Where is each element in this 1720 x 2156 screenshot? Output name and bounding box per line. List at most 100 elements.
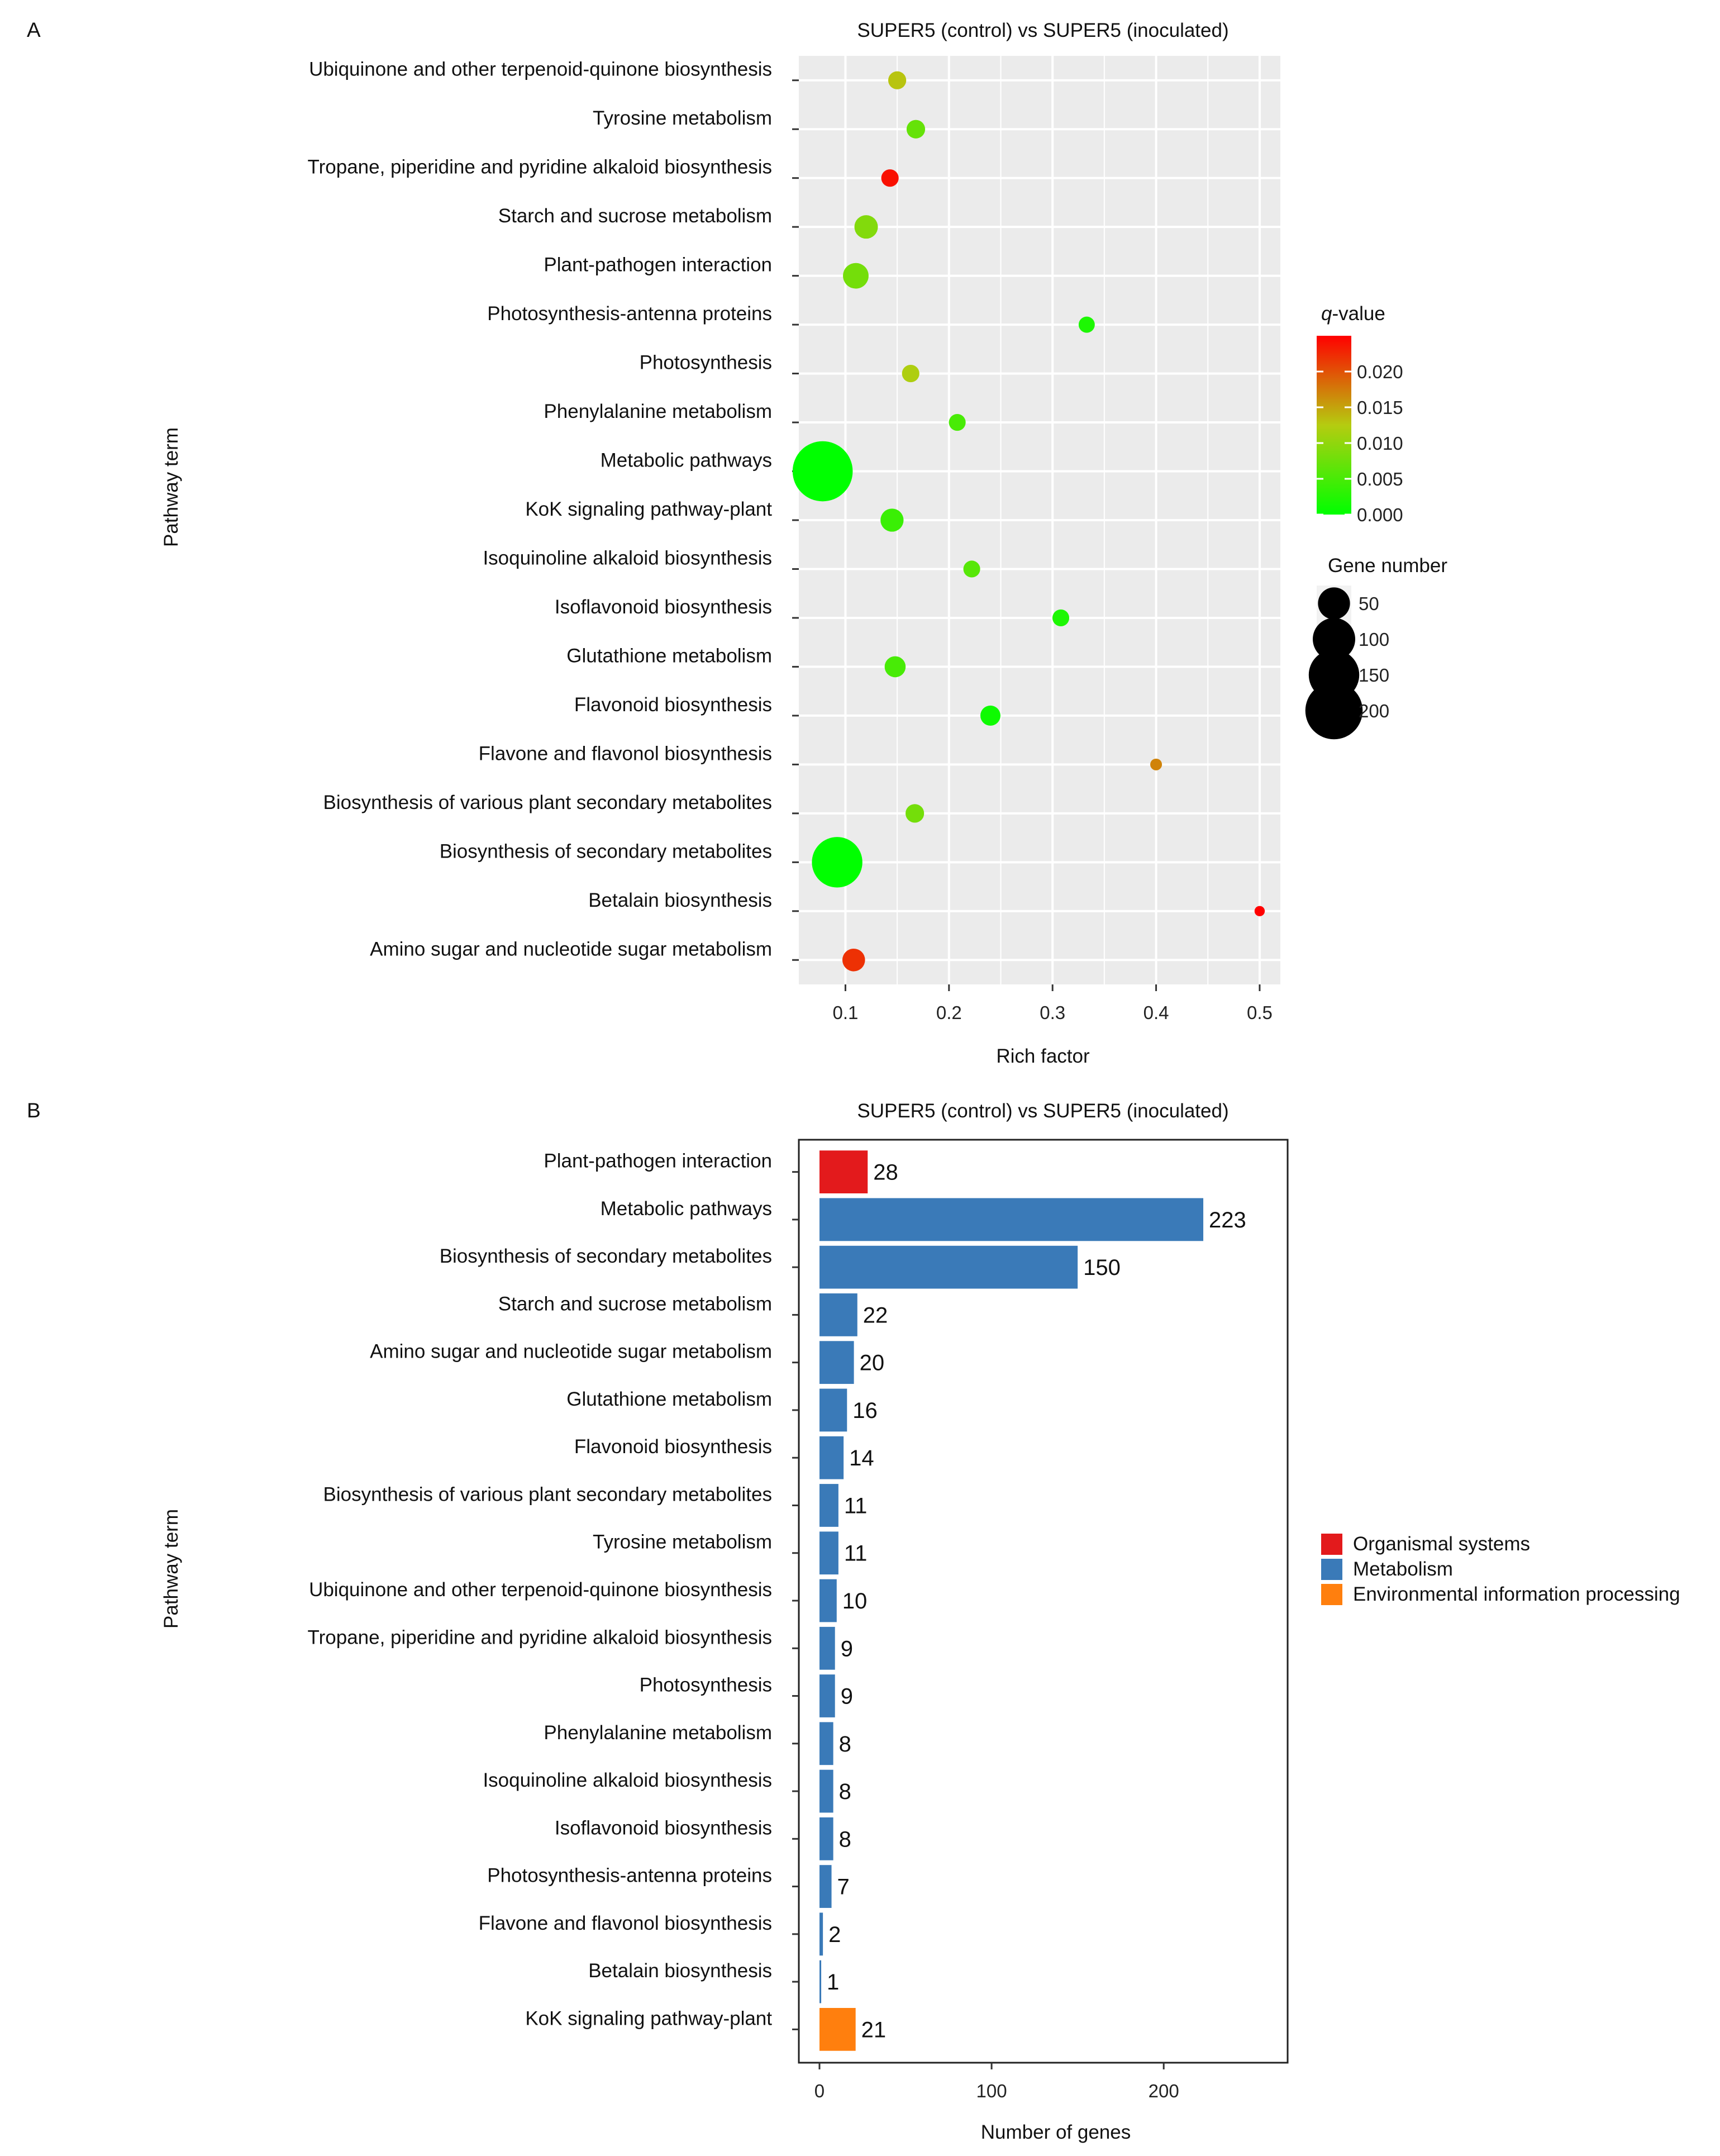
panel-b-legend-swatch: [1321, 1584, 1342, 1605]
panel-b-bar: [819, 1341, 854, 1384]
gene-number-legend-dot: [1313, 618, 1355, 660]
panel-a-gridlines: [799, 56, 1280, 984]
panel-a-point: [1150, 758, 1162, 770]
panel-a-point: [1254, 906, 1265, 916]
panel-a-y-tick-label: Betalain biosynthesis: [588, 889, 772, 911]
q-value-colorbar-ticks: 0.020 0.015 0.010 0.005 0.000: [1317, 361, 1403, 525]
panel-a-y-tick-label: Glutathione metabolism: [566, 645, 772, 667]
panel-b-y-tick-label: Plant-pathogen interaction: [544, 1150, 772, 1172]
panel-a-y-tick-label: KoK signaling pathway-plant: [525, 498, 772, 520]
panel-b-bar-value-label: 2: [828, 1922, 841, 1947]
panel-a-point: [812, 837, 863, 888]
panel-a-point: [1078, 316, 1095, 333]
panel-b-bar-value-label: 11: [844, 1541, 868, 1566]
panel-b-y-tick-label: KoK signaling pathway-plant: [525, 2007, 772, 2029]
panel-b-bar-value-label: 11: [844, 1493, 868, 1518]
panel-b-y-tick-label: Ubiquinone and other terpenoid-quinone b…: [309, 1579, 772, 1601]
panel-b-bar: [819, 2008, 856, 2051]
gene-number-legend-label: 150: [1359, 665, 1389, 686]
panel-b-y-tick-label: Biosynthesis of various plant secondary …: [323, 1483, 772, 1505]
panel-a-y-tick-label: Ubiquinone and other terpenoid-quinone b…: [309, 59, 772, 80]
panel-b-y-tick-label: Glutathione metabolism: [566, 1388, 772, 1410]
panel-a-points: [792, 71, 1265, 972]
panel-a-y-tick-label: Photosynthesis-antenna proteins: [487, 303, 772, 325]
panel-b-bar-value-label: 223: [1209, 1208, 1246, 1232]
panel-b-bar: [819, 1579, 837, 1622]
panel-b-bar-value-label: 8: [839, 1732, 851, 1757]
panel-a-y-axis: Ubiquinone and other terpenoid-quinone b…: [308, 59, 799, 961]
panel-b-bar: [819, 1865, 832, 1908]
panel-b-bar-value-label: 22: [863, 1303, 888, 1327]
gene-number-legend-label: 50: [1359, 593, 1379, 614]
panel-b-y-tick-label: Isoquinoline alkaloid biosynthesis: [483, 1769, 772, 1791]
panel-b-legend-swatch: [1321, 1534, 1342, 1555]
panel-b-bar-value-label: 9: [841, 1684, 853, 1709]
panel-b-legend: Organismal systems Metabolism Environmenta…: [1321, 1533, 1680, 1605]
panel-b-y-tick-label: Starch and sucrose metabolism: [498, 1293, 772, 1315]
panel-a-x-axis: 0.1 0.2 0.3 0.4 0.5: [832, 984, 1273, 1023]
panel-b-title: SUPER5 (control) vs SUPER5 (inoculated): [857, 1100, 1228, 1122]
panel-a-x-tick-label: 0.1: [832, 1002, 858, 1023]
panel-b-letter: B: [27, 1099, 41, 1122]
panel-b-bar-value-label: 16: [852, 1398, 878, 1423]
panel-b-bar-value-label: 9: [841, 1636, 853, 1661]
panel-b-bar: [819, 1960, 822, 2003]
panel-b-x-tick-label: 100: [976, 2081, 1007, 2101]
panel-b-bar: [819, 1484, 838, 1527]
q-value-legend: q-value 0.020 0.015 0.010 0.005 0.000: [1317, 303, 1403, 525]
q-value-colorbar: [1317, 336, 1351, 515]
panel-a-point: [963, 560, 980, 578]
panel-a-letter: A: [27, 18, 41, 41]
panel-a-point: [980, 705, 1000, 726]
gene-number-legend-dot: [1305, 682, 1363, 740]
panel-a-point: [842, 948, 865, 972]
panel-b-bar: [819, 1626, 835, 1670]
panel-a-y-tick-label: Tyrosine metabolism: [593, 107, 772, 129]
panel-b-x-axis: 0 100 200: [814, 2063, 1179, 2101]
panel-b-x-axis-title: Number of genes: [981, 2121, 1131, 2143]
panel-b-bar: [819, 1293, 857, 1336]
panel-a-point: [888, 71, 907, 89]
panel-a-point: [1052, 609, 1070, 626]
panel-b-y-tick-label: Biosynthesis of secondary metabolites: [440, 1245, 772, 1267]
panel-b-bar: [819, 1531, 838, 1575]
panel-b-x-tick-label: 200: [1149, 2081, 1179, 2101]
panel-b-y-tick-label: Phenylalanine metabolism: [544, 1722, 772, 1744]
panel-b-bar-value-label: 8: [839, 1827, 851, 1852]
panel-a-point: [884, 656, 906, 678]
panel-a-y-tick-label: Isoquinoline alkaloid biosynthesis: [483, 547, 772, 569]
panel-b-bar-value-label: 150: [1083, 1255, 1121, 1280]
panel-a-y-tick-label: Phenylalanine metabolism: [544, 401, 772, 422]
panel-b-bar: [819, 1912, 823, 1956]
panel-a-title: SUPER5 (control) vs SUPER5 (inoculated): [857, 20, 1228, 41]
gene-number-legend-items: 50 100 150 200: [1305, 586, 1389, 740]
q-value-legend-title-q: q: [1321, 303, 1332, 325]
panel-b-bar-value-label: 20: [860, 1351, 885, 1376]
panel-b-bar: [819, 1198, 1204, 1241]
panel-a-x-axis-title: Rich factor: [996, 1045, 1090, 1067]
panel-b-bar: [819, 1769, 833, 1813]
panel-a-x-tick-label: 0.5: [1247, 1002, 1273, 1023]
gene-number-legend-label: 100: [1359, 629, 1389, 650]
panel-a-y-tick-label: Biosynthesis of various plant secondary …: [323, 792, 772, 813]
panel-a-point: [880, 508, 904, 532]
q-value-tick-label: 0.000: [1357, 505, 1403, 525]
panel-a-y-tick-label: Flavonoid biosynthesis: [574, 694, 772, 716]
panel-b-y-tick-label: Tyrosine metabolism: [593, 1531, 772, 1553]
q-value-tick-label: 0.010: [1357, 433, 1403, 454]
panel-b-bar: [819, 1150, 868, 1193]
panel-b-y-tick-label: Photosynthesis-antenna proteins: [487, 1865, 772, 1887]
panel-b-bar: [819, 1817, 833, 1860]
panel-b-legend-label: Metabolism: [1353, 1558, 1453, 1580]
panel-b: B SUPER5 (control) vs SUPER5 (inoculated…: [27, 1099, 1680, 2143]
panel-a-y-tick-label: Photosynthesis: [640, 352, 772, 374]
panel-a-y-tick-label: Tropane, piperidine and pyridine alkaloi…: [308, 156, 772, 178]
panel-b-bar-value-label: 10: [842, 1589, 868, 1614]
gene-number-legend-dot: [1318, 587, 1350, 620]
panel-b-y-tick-label: Betalain biosynthesis: [588, 1960, 772, 1982]
panel-a-x-tick-label: 0.2: [936, 1002, 962, 1023]
panel-b-y-tick-label: Metabolic pathways: [601, 1198, 772, 1220]
panel-b-bar-value-label: 21: [861, 2017, 887, 2042]
panel-a-x-tick-label: 0.3: [1040, 1002, 1065, 1023]
